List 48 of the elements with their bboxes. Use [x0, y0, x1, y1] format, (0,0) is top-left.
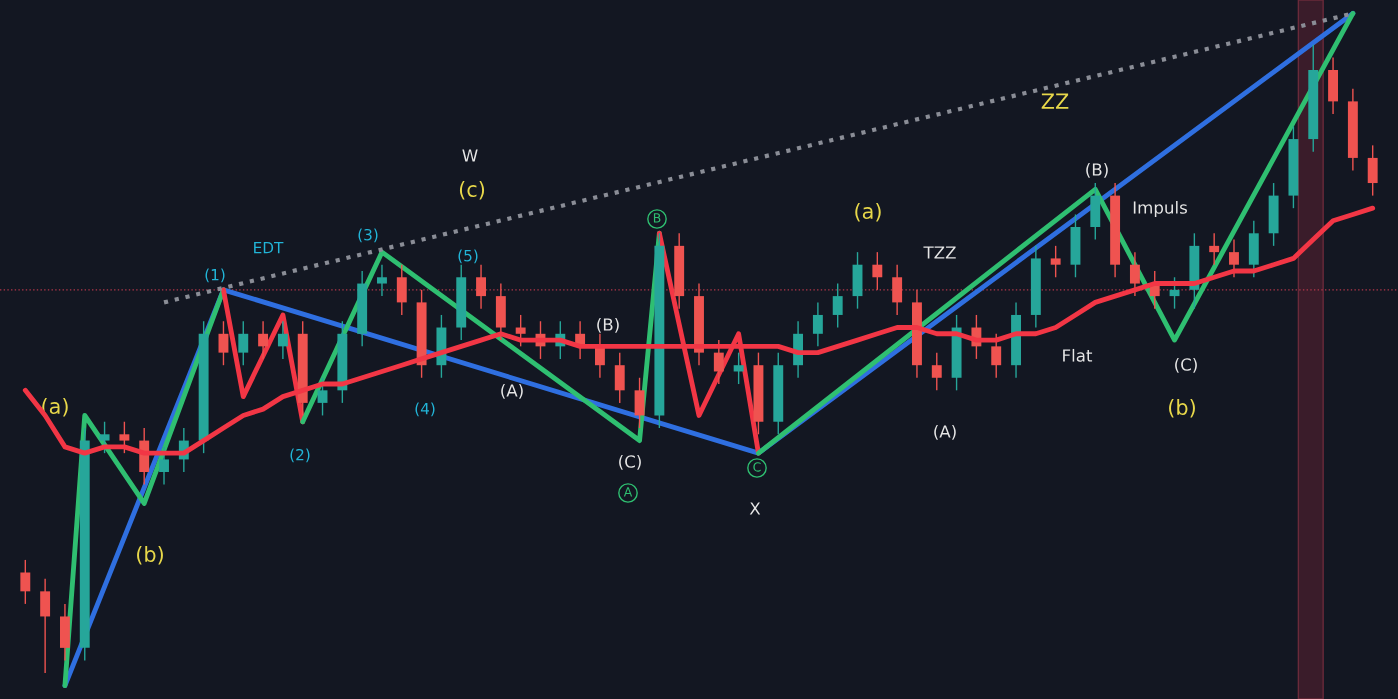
- annotation: (2): [290, 448, 310, 463]
- candlestick: [119, 421, 130, 454]
- annotation: X: [749, 502, 761, 515]
- candlestick: [238, 320, 249, 366]
- candlestick: [733, 351, 744, 385]
- candlestick: [218, 320, 229, 366]
- annotation: A: [623, 487, 633, 497]
- candlestick: [991, 333, 1002, 379]
- candlestick: [99, 421, 110, 454]
- candlestick: [931, 351, 942, 392]
- annotation: B: [653, 213, 661, 223]
- annotation: (B): [597, 317, 619, 333]
- candlestick: [377, 264, 387, 297]
- candlestick: [258, 320, 269, 360]
- candlestick: [1229, 238, 1239, 278]
- annotation: W: [462, 149, 478, 162]
- candlestick: [476, 264, 486, 310]
- annotation: (A): [934, 424, 956, 440]
- annotation: TZZ: [923, 246, 956, 259]
- candlestick: [317, 377, 328, 417]
- annotation: (c): [459, 180, 485, 200]
- annotation: (C): [619, 454, 641, 470]
- candlestick: [515, 314, 526, 348]
- annotation: Impuls: [1133, 200, 1187, 218]
- candlestick: [832, 282, 843, 329]
- annotation: (4): [415, 402, 435, 417]
- annotation: Flat: [1063, 348, 1093, 362]
- annotation: EDT: [254, 242, 284, 254]
- annotation: C: [753, 462, 761, 472]
- annotation: (1): [205, 268, 225, 283]
- annotation: (C): [1175, 357, 1197, 373]
- candlestick: [1129, 251, 1140, 297]
- candlestick: [1050, 245, 1061, 278]
- candlestick: [277, 320, 288, 360]
- candlestick: [1209, 232, 1220, 266]
- candlestick: [713, 339, 724, 385]
- annotation: (A): [501, 383, 523, 399]
- annotation: (b): [137, 545, 163, 565]
- annotation: (b): [1169, 398, 1195, 418]
- candlestick: [812, 301, 823, 348]
- candlestick: [20, 559, 31, 605]
- annotation: ZZ: [1041, 93, 1069, 109]
- annotation: (B): [1086, 162, 1108, 178]
- candlestick: [159, 446, 169, 486]
- annotation: (a): [855, 202, 881, 222]
- candlestick: [872, 251, 883, 291]
- annotation: (3): [358, 228, 378, 243]
- annotation: (5): [458, 249, 478, 264]
